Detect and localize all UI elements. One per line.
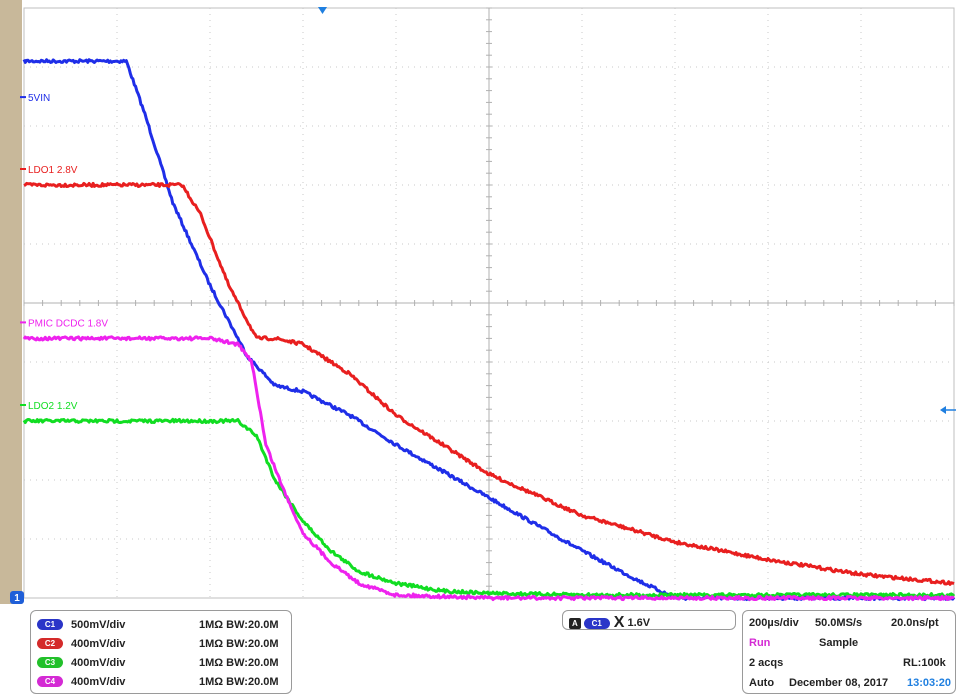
trace-labels: 5VIN LDO1 2.8V PMIC DCDC 1.8V LDO2 1.2V: [20, 93, 108, 412]
channel-badge: C2: [37, 638, 63, 649]
trace-c3: [22, 417, 956, 599]
trace-label-c4: PMIC DCDC 1.8V: [28, 318, 108, 329]
timebase: 200µs/div: [749, 617, 799, 629]
waveform-traces: [22, 58, 956, 602]
capture-time: 13:03:20: [907, 677, 952, 689]
left-ruler: [0, 0, 22, 604]
trigger-source-badge: C1: [583, 617, 610, 629]
trigger-level-marker: [940, 406, 956, 414]
trigger-settings-panel[interactable]: A C1 X 1.6V: [562, 610, 736, 631]
ground-reference-marker: 1: [10, 591, 24, 604]
trigger-mode: Auto: [749, 677, 775, 689]
channel-scale: 400mV/div: [71, 656, 126, 669]
channel-row-c1[interactable]: C1 500mV/div 1MΩ B W:20.0M: [37, 617, 279, 632]
channel-badge: C1: [37, 619, 63, 630]
trigger-level: 1.6V: [627, 617, 651, 629]
channel-bandwidth: W:20.0M: [234, 675, 279, 688]
channel-bandwidth: W:20.0M: [234, 656, 279, 669]
channel-bandwidth: W:20.0M: [234, 618, 279, 631]
channel-impedance: 1MΩ B: [199, 656, 235, 669]
channel-scale: 400mV/div: [71, 637, 126, 650]
acquisition-mode: Sample: [819, 637, 859, 649]
oscilloscope-display: 5VIN LDO1 2.8V PMIC DCDC 1.8V LDO2 1.2V 1: [0, 0, 956, 604]
channel-scale: 400mV/div: [71, 675, 126, 688]
acquisition-panel: 200µs/div 50.0MS/s 20.0ns/pt Run Sample …: [742, 610, 956, 694]
channel-bandwidth: W:20.0M: [234, 637, 279, 650]
trace-label-c1: 5VIN: [28, 93, 50, 104]
trace-label-c2: LDO1 2.8V: [28, 165, 78, 176]
acquisition-count: 2 acqs: [749, 657, 784, 669]
channel-badge: C3: [37, 657, 63, 668]
trace-c4: [22, 335, 955, 602]
trace-label-c3: LDO2 1.2V: [28, 401, 78, 412]
channel-impedance: 1MΩ B: [199, 618, 235, 631]
channel-row-c2[interactable]: C2 400mV/div 1MΩ B W:20.0M: [37, 636, 279, 651]
channel-row-c3[interactable]: C3 400mV/div 1MΩ B W:20.0M: [37, 655, 279, 670]
trigger-mode-badge: A: [569, 617, 581, 629]
trace-c2: [23, 181, 955, 586]
sample-rate: 50.0MS/s: [815, 617, 863, 629]
channel-badge: C4: [37, 676, 63, 687]
channel-impedance: 1MΩ B: [199, 675, 235, 688]
channel-impedance: 1MΩ B: [199, 637, 235, 650]
record-length: RL:100k: [903, 657, 946, 669]
trigger-slope-icon: X: [613, 614, 625, 631]
capture-date: December 08, 2017: [789, 677, 889, 689]
run-state: Run: [749, 637, 771, 649]
trigger-position-marker: [318, 7, 327, 14]
channel-scale: 500mV/div: [71, 618, 126, 631]
time-resolution: 20.0ns/pt: [891, 617, 939, 629]
channel-row-c4[interactable]: C4 400mV/div 1MΩ B W:20.0M: [37, 674, 279, 689]
ground-marker-label: 1: [14, 593, 20, 604]
